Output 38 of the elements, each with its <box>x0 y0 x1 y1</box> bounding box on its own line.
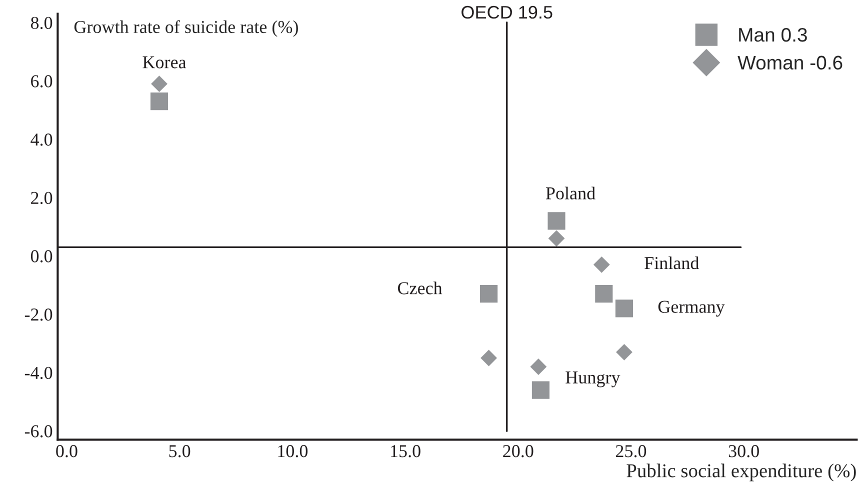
legend-label: Woman -0.6 <box>738 56 842 70</box>
y-tick-label: 6.0 <box>31 75 52 88</box>
x-tick-label: 0.0 <box>56 445 78 458</box>
y-tick-label: 2.0 <box>31 192 52 204</box>
point <box>615 300 633 318</box>
point <box>530 358 547 375</box>
y-tick-label: -6.0 <box>24 425 52 438</box>
x-axis-title: Public social expenditure (%) <box>626 464 856 482</box>
y-axis-title: Growth rate of suicide rate (%) <box>74 20 298 37</box>
annotation: Korea <box>142 56 186 68</box>
y-tick-label: 4.0 <box>30 134 52 146</box>
annotation: Czech <box>398 282 442 294</box>
point <box>595 285 613 303</box>
y-tick-label: 0.0 <box>30 250 52 262</box>
annotation: Finland <box>644 256 700 270</box>
point <box>616 344 632 360</box>
point <box>548 230 565 247</box>
point <box>548 212 566 230</box>
annotation: Poland <box>546 186 596 200</box>
annotation: Germany <box>658 300 725 317</box>
point <box>593 256 610 273</box>
point <box>480 350 498 366</box>
y-tick-label: -4.0 <box>24 366 52 380</box>
x-tick-label: 20.0 <box>503 445 534 458</box>
x-tick-label: 30.0 <box>728 445 759 458</box>
y-tick-label: 8.0 <box>30 16 52 30</box>
point <box>480 285 498 303</box>
x-tick-label: 10.0 <box>278 445 308 458</box>
x-tick-label: 5.0 <box>169 445 190 458</box>
ref-line-label: OECD 19.5 <box>462 6 552 19</box>
x-tick-label: 25.0 <box>616 445 646 458</box>
point <box>532 381 550 399</box>
x-tick-label: 15.0 <box>391 445 420 458</box>
annotation: Hungry <box>566 372 620 388</box>
point <box>151 76 168 92</box>
y-tick-label: -2.0 <box>24 308 52 321</box>
point <box>150 92 168 110</box>
legend-label: Man 0.3 <box>739 28 807 42</box>
